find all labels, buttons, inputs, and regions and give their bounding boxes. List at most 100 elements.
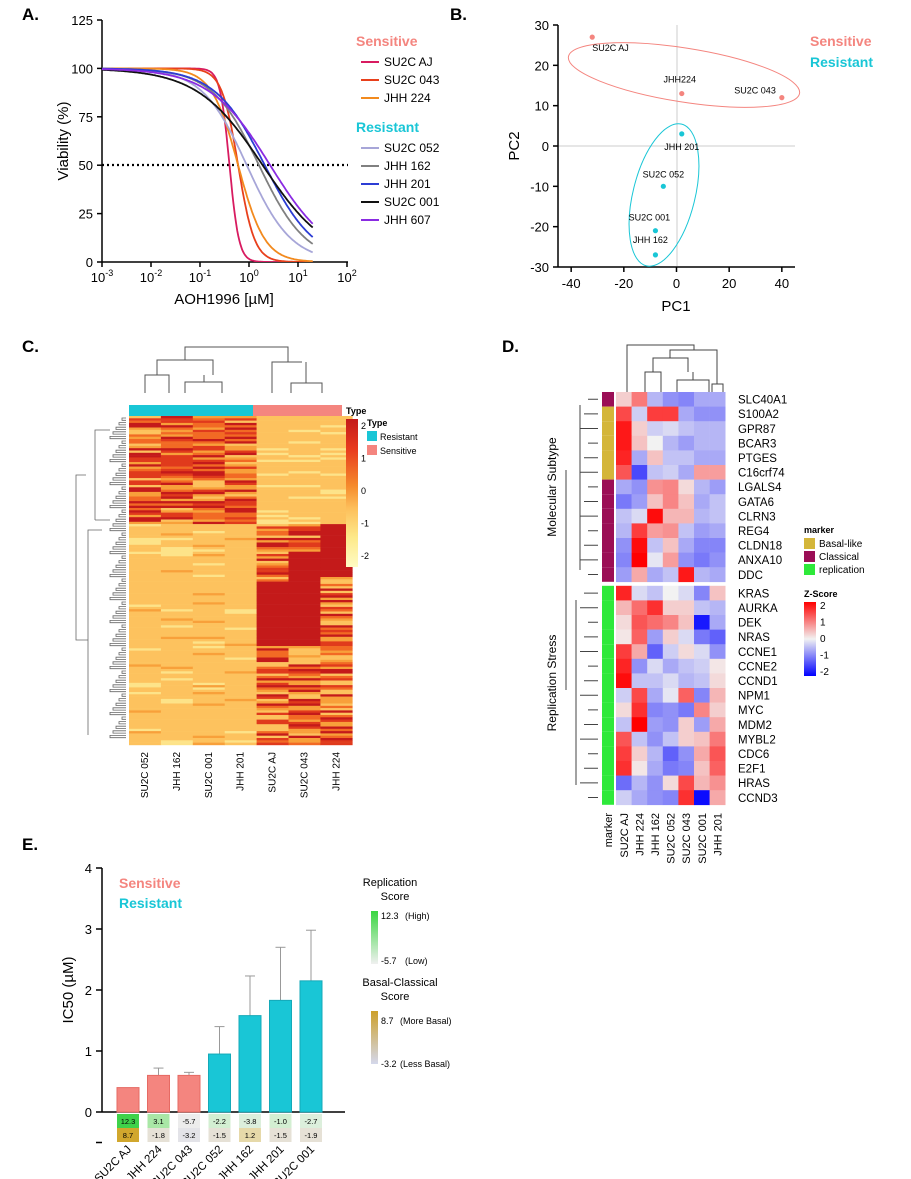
d-heat-cell (709, 790, 726, 806)
d-marker-legend-label: replication (819, 565, 865, 576)
c-heat-cell (160, 526, 194, 529)
c-heat-cell (129, 719, 162, 723)
c-column-label: SU2C 043 (299, 752, 310, 799)
c-heat-cell (192, 698, 225, 702)
c-heat-cell (129, 606, 162, 610)
c-heat-cell (160, 719, 194, 723)
c-heat-cell (192, 457, 225, 460)
d-marker-cell (602, 508, 614, 524)
c-heat-cell (160, 489, 194, 493)
c-heat-cell (129, 567, 162, 571)
c-heat-cell (192, 427, 225, 431)
e-y-tick: 1 (85, 1044, 92, 1059)
c-heat-cell (129, 565, 162, 569)
c-heat-cell (192, 473, 225, 477)
c-heat-cell (160, 457, 194, 460)
c-heat-cell (129, 602, 162, 605)
d-heat-cell (647, 775, 664, 791)
d-heat-cell (631, 585, 648, 601)
b-point-label: JHH224 (664, 75, 697, 85)
expression-heatmap-c: SU2C 052 JHH 162 SU2C 001 JHH 201 SU2C AJ SU2… (75, 346, 418, 799)
c-heat-cell (320, 485, 353, 488)
c-heat-cell (160, 671, 194, 674)
c-heat-cell (160, 445, 194, 449)
c-heat-cell (160, 735, 194, 739)
c-heat-cell (256, 689, 289, 693)
c-heat-cell (224, 556, 257, 559)
c-heat-cell (288, 468, 321, 472)
c-heat-cell (256, 731, 289, 734)
c-heat-cell (288, 662, 321, 665)
c-heat-cell (320, 708, 353, 711)
c-heat-cell (192, 540, 225, 543)
c-heat-cell (224, 606, 257, 610)
c-heat-cell (129, 491, 162, 495)
c-heat-cell (256, 655, 289, 658)
d-heat-cell (709, 508, 726, 524)
c-heat-cell (160, 439, 194, 442)
d-heat-cell (647, 600, 664, 616)
c-heat-cell (256, 567, 289, 571)
c-heat-cell (129, 632, 162, 635)
c-heat-cell (129, 501, 162, 504)
c-heat-cell (320, 531, 353, 534)
c-heat-cell (256, 448, 289, 451)
c-heat-cell (160, 606, 194, 610)
c-heat-cell (224, 567, 257, 571)
c-heat-cell (224, 659, 257, 663)
e-rep-high-label: (High) (405, 911, 430, 921)
c-heat-cell (256, 648, 289, 651)
c-heat-cell (288, 549, 321, 552)
c-heat-cell (320, 731, 353, 734)
c-heat-cell (160, 590, 194, 594)
c-heat-cell (192, 627, 225, 631)
c-heat-cell (288, 570, 321, 573)
c-heat-cell (129, 586, 162, 589)
d-heat-cell (647, 435, 664, 451)
e-bars (116, 929, 323, 1113)
c-heat-cell (129, 701, 162, 704)
d-gene-label: NRAS (738, 632, 770, 644)
c-heat-cell (129, 689, 162, 693)
a-x-tick: 101 (288, 268, 307, 285)
d-heat-cell (678, 761, 695, 776)
c-heat-cell (288, 641, 321, 644)
c-heat-cell (256, 715, 289, 718)
c-heat-cell (129, 708, 162, 711)
c-heat-cell (160, 441, 194, 444)
c-heat-cell (160, 652, 194, 656)
d-heat-cell (678, 523, 695, 539)
c-heat-cell (320, 632, 353, 635)
d-marker-cell (602, 775, 614, 791)
c-heat-cell (129, 572, 162, 575)
c-heat-cell (129, 514, 162, 518)
e-replication-value: -2.7 (305, 1117, 318, 1126)
c-heat-cell (320, 703, 353, 707)
c-heat-cell (256, 531, 289, 534)
d-marker-cell (602, 406, 614, 422)
c-heat-cell (192, 420, 225, 424)
c-heat-cell (256, 738, 289, 741)
c-heat-cell (129, 669, 162, 672)
c-heat-cell (224, 535, 257, 539)
c-heat-cell (129, 441, 162, 444)
c-heat-cell (129, 609, 162, 612)
c-heat-cell (256, 485, 289, 488)
c-heat-cell (224, 510, 257, 513)
c-heat-cell (129, 485, 162, 488)
c-heat-cell (192, 671, 225, 674)
c-heat-cell (160, 496, 194, 500)
c-heat-cell (224, 570, 257, 573)
c-heat-cell (256, 457, 289, 460)
c-heat-cell (192, 685, 225, 688)
c-heat-cell (129, 416, 162, 419)
c-heat-cell (129, 528, 162, 532)
c-heat-cell (320, 505, 353, 509)
c-heat-cell (224, 452, 257, 456)
c-heat-cell (160, 696, 194, 700)
c-heat-cell (160, 726, 194, 730)
c-type-bar-resistant (129, 405, 253, 416)
c-heat-cell (192, 547, 225, 550)
d-heat-cell (694, 523, 710, 539)
c-heat-cell (320, 429, 353, 433)
